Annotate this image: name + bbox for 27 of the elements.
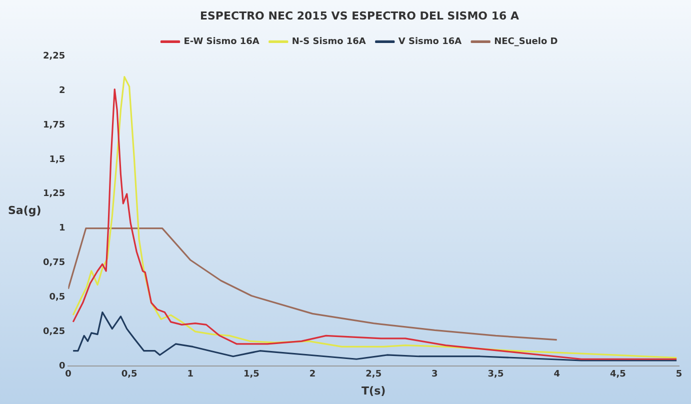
legend-label: N-S Sismo 16A	[292, 37, 366, 48]
y-tick-label: 0,75	[42, 258, 66, 268]
x-tick-label: 4,5	[610, 370, 626, 380]
y-tick-label: 0,25	[42, 326, 66, 337]
x-tick-label: 4	[554, 370, 560, 380]
legend-label: NEC_Suelo D	[494, 37, 558, 48]
y-tick-label: 2	[58, 86, 66, 96]
x-tick-label: 2,5	[366, 370, 382, 380]
x-axis-title: T(s)	[362, 384, 386, 398]
y-tick-label: 1	[58, 224, 66, 234]
x-tick-label: 5	[676, 370, 682, 380]
y-tick-label: 1,5	[49, 154, 66, 165]
legend-label: V Sismo 16A	[398, 37, 462, 48]
x-tick-label: 3,5	[488, 370, 504, 380]
x-tick-label: 1,5	[243, 370, 260, 380]
x-tick-label: 2	[309, 370, 316, 380]
legend-label: E-W Sismo 16A	[184, 37, 260, 48]
y-tick-label: 0,5	[49, 292, 66, 302]
y-tick-label: 2,25	[42, 52, 66, 62]
x-tick-label: 3	[432, 370, 438, 380]
y-tick-label: 1,75	[42, 120, 66, 130]
y-tick-label: 1,25	[42, 189, 66, 200]
y-axis-title: Sa(g)	[8, 204, 42, 217]
chart-title: ESPECTRO NEC 2015 VS ESPECTRO DEL SISMO 16 A	[200, 9, 520, 22]
x-tick-label: 1	[187, 370, 194, 380]
y-tick-label: 0	[58, 361, 66, 372]
x-tick-label: 0,5	[121, 370, 138, 380]
